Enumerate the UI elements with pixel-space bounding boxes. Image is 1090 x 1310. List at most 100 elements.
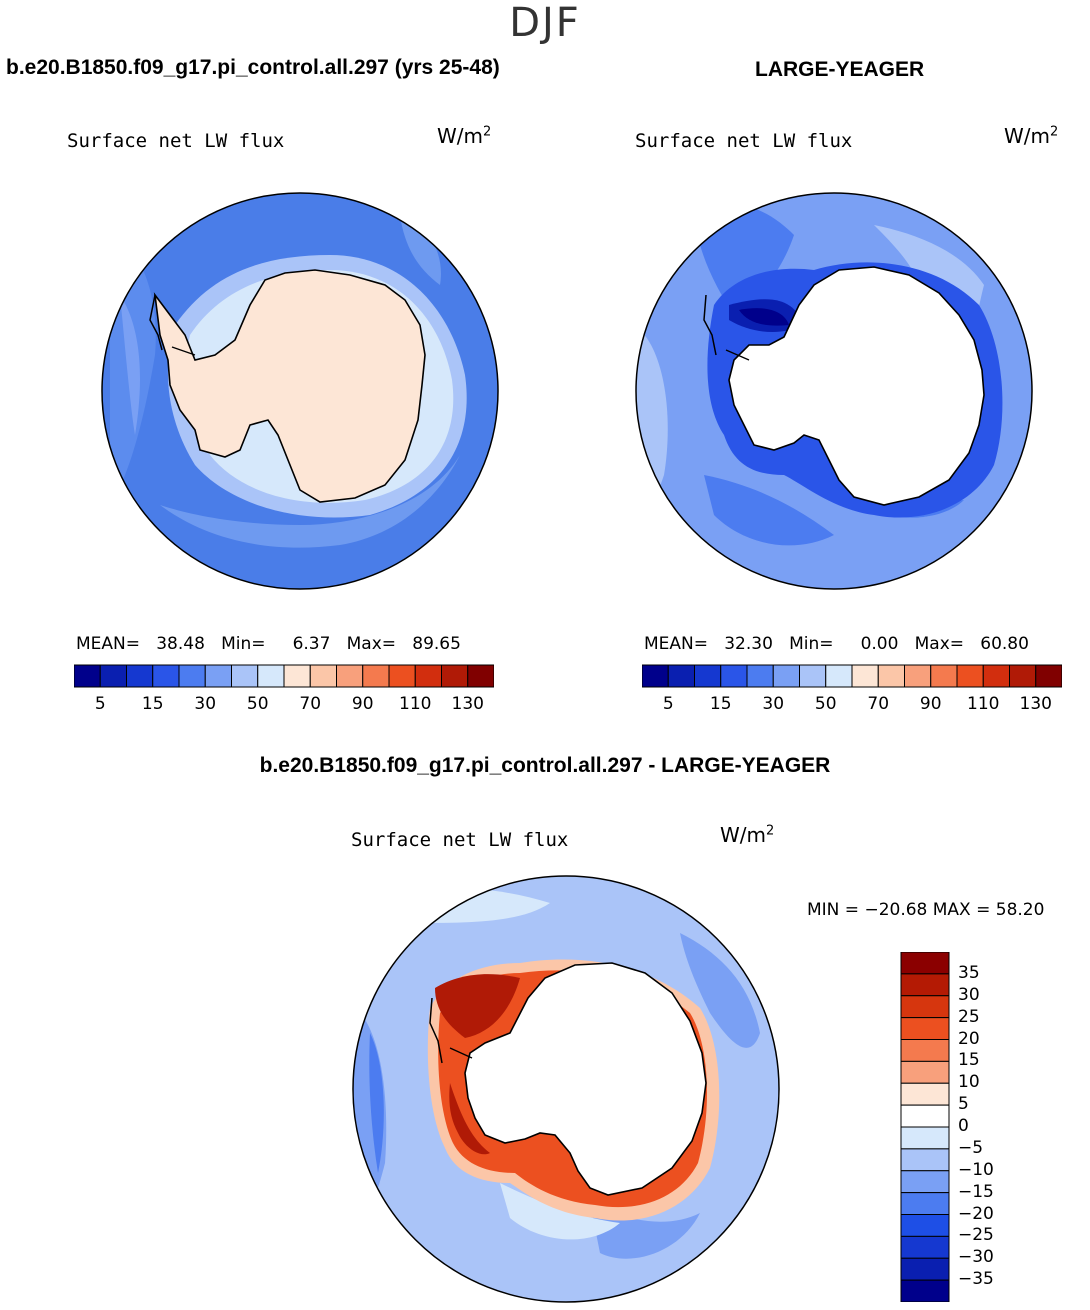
- colorbar-tick-label: 0: [958, 1116, 969, 1136]
- colorbar-tick-label: 5: [958, 1094, 969, 1115]
- colorbar-box: [900, 1082, 950, 1106]
- colorbar-tick-label: 10: [958, 1072, 980, 1093]
- colorbar-box: [900, 1039, 950, 1062]
- model-max-value: 89.65: [412, 634, 461, 654]
- colorbar-tick-label: −25: [958, 1225, 994, 1246]
- colorbar-tick-label: 5: [94, 694, 106, 714]
- colorbar-box: [204, 664, 232, 688]
- colorbar-tick-label: 35: [958, 962, 980, 983]
- colorbar-box: [126, 664, 154, 688]
- model-min-label: Min=: [221, 634, 266, 654]
- colorbar-box: [930, 664, 958, 688]
- colorbar-box: [900, 1214, 950, 1237]
- colorbar-tick-label: 130: [1019, 694, 1052, 714]
- obs-min-label: Min=: [789, 634, 834, 654]
- diff-polar-map: [352, 875, 780, 1303]
- colorbar-box: [642, 664, 669, 688]
- colorbar-tick-label: 50: [814, 694, 837, 714]
- colorbar-tick-label: 30: [762, 694, 785, 714]
- colorbar-box: [982, 664, 1010, 688]
- model-variable-label: Surface net LW flux: [67, 130, 285, 152]
- obs-stats: MEAN= 32.30 Min= 0.00 Max= 60.80: [644, 634, 1029, 654]
- colorbar-box: [362, 664, 390, 688]
- model-mean-label: MEAN=: [76, 634, 140, 654]
- colorbar-box: [257, 664, 285, 688]
- model-min-value: 6.37: [292, 634, 331, 654]
- colorbar-tick-label: 90: [351, 694, 374, 714]
- colorbar-box: [900, 995, 950, 1019]
- colorbar-box: [414, 664, 442, 688]
- colorbar-box: [900, 1104, 950, 1128]
- colorbar-box: [74, 664, 101, 688]
- diff-colorbar: [900, 952, 950, 1302]
- model-colorbar: [74, 664, 494, 688]
- obs-mean-label: MEAN=: [644, 634, 708, 654]
- colorbar-box: [309, 664, 337, 688]
- obs-min-value: 0.00: [860, 634, 899, 654]
- colorbar-box: [720, 664, 748, 688]
- colorbar-box: [956, 664, 984, 688]
- colorbar-box: [851, 664, 879, 688]
- obs-colorbar: [642, 664, 1062, 688]
- colorbar-box: [877, 664, 905, 688]
- colorbar-box: [900, 1126, 950, 1150]
- diff-minmax-stats: MIN = −20.68 MAX = 58.20: [807, 900, 1045, 920]
- colorbar-tick-label: −15: [958, 1181, 994, 1202]
- colorbar-tick-label: 30: [958, 984, 980, 1005]
- colorbar-box: [904, 664, 932, 688]
- colorbar-box: [825, 664, 853, 688]
- colorbar-tick-label: −5: [958, 1137, 984, 1158]
- colorbar-tick-label: 70: [867, 694, 890, 714]
- colorbar-box: [283, 664, 311, 688]
- colorbar-box: [667, 664, 695, 688]
- colorbar-tick-label: 110: [967, 694, 1000, 714]
- colorbar-tick-label: −35: [958, 1269, 994, 1290]
- obs-variable-label: Surface net LW flux: [635, 130, 853, 152]
- colorbar-box: [99, 664, 127, 688]
- colorbar-box: [900, 1192, 950, 1215]
- colorbar-box: [467, 664, 494, 688]
- colorbar-tick-label: −10: [958, 1159, 994, 1180]
- colorbar-tick-label: 5: [662, 694, 674, 714]
- diff-units: W/m2: [720, 823, 775, 847]
- colorbar-box: [152, 664, 180, 688]
- colorbar-box: [746, 664, 774, 688]
- colorbar-box: [900, 952, 950, 975]
- diff-variable-label: Surface net LW flux: [351, 829, 569, 851]
- colorbar-tick-label: 50: [246, 694, 269, 714]
- colorbar-box: [772, 664, 800, 688]
- obs-panel-header: LARGE-YEAGER: [755, 58, 925, 81]
- colorbar-box: [694, 664, 722, 688]
- colorbar-box: [178, 664, 206, 688]
- colorbar-tick-label: 15: [709, 694, 732, 714]
- colorbar-box: [900, 973, 950, 997]
- colorbar-box: [231, 664, 259, 688]
- colorbar-box: [900, 1017, 950, 1040]
- obs-units: W/m2: [1004, 124, 1059, 148]
- model-mean-value: 38.48: [156, 634, 205, 654]
- colorbar-tick-label: 15: [958, 1050, 980, 1071]
- model-panel-header: b.e20.B1850.f09_g17.pi_control.all.297 (…: [6, 56, 500, 79]
- colorbar-tick-label: 20: [958, 1028, 980, 1049]
- obs-mean-value: 32.30: [724, 634, 773, 654]
- colorbar-tick-label: 70: [299, 694, 322, 714]
- colorbar-tick-label: 110: [399, 694, 432, 714]
- obs-max-label: Max=: [914, 634, 965, 654]
- colorbar-tick-label: 15: [141, 694, 164, 714]
- colorbar-box: [900, 1279, 950, 1302]
- colorbar-box: [900, 1257, 950, 1281]
- model-polar-map: [101, 192, 499, 590]
- colorbar-tick-label: 90: [919, 694, 942, 714]
- colorbar-box: [799, 664, 827, 688]
- colorbar-tick-label: −20: [958, 1203, 994, 1224]
- obs-polar-map: [635, 192, 1033, 590]
- colorbar-box: [1009, 664, 1037, 688]
- colorbar-box: [1035, 664, 1062, 688]
- model-max-label: Max=: [346, 634, 397, 654]
- colorbar-box: [388, 664, 416, 688]
- colorbar-box: [900, 1235, 950, 1259]
- colorbar-box: [336, 664, 364, 688]
- obs-max-value: 60.80: [980, 634, 1029, 654]
- colorbar-tick-label: 25: [958, 1006, 980, 1027]
- diff-panel-header: b.e20.B1850.f09_g17.pi_control.all.297 -…: [259, 754, 831, 777]
